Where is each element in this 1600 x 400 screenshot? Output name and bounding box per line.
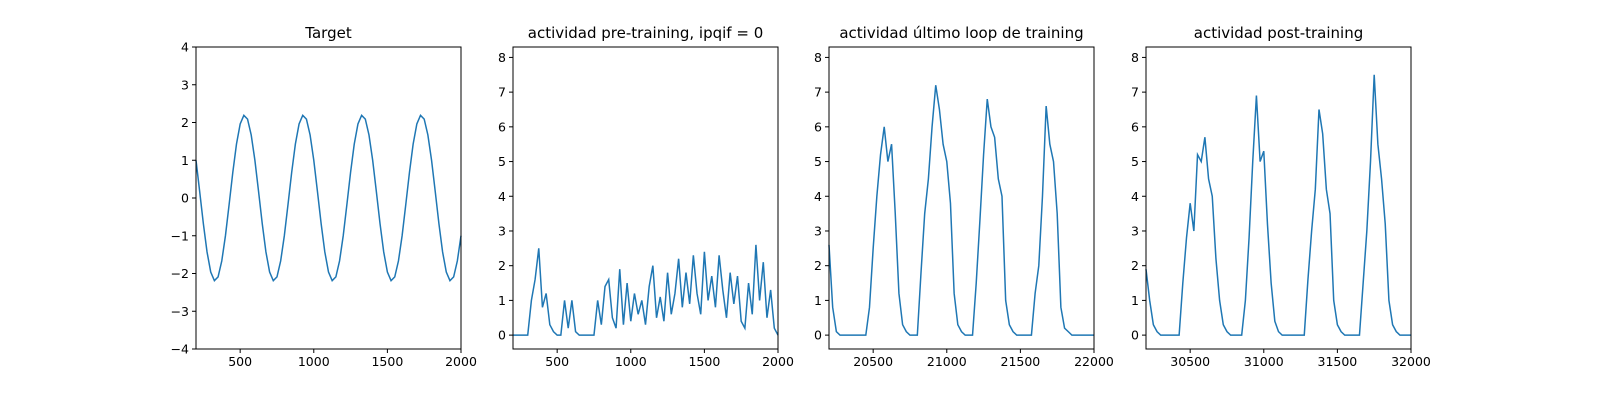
y-tick-label: −3: [171, 304, 189, 319]
y-tick-label: 0: [1131, 328, 1139, 343]
x-tick-label: 22000: [1074, 354, 1114, 369]
x-tick-label: 21500: [1001, 354, 1041, 369]
y-tick-label: 4: [181, 40, 189, 55]
y-tick-label: 6: [498, 119, 506, 134]
y-tick-label: 5: [814, 154, 822, 169]
y-tick-label: 1: [1131, 293, 1139, 308]
subplot-title: actividad pre-training, ipqif = 0: [528, 24, 764, 42]
y-tick-label: 3: [498, 223, 506, 238]
x-tick-label: 1000: [615, 354, 647, 369]
y-tick-label: 5: [1131, 154, 1139, 169]
y-tick-label: 1: [498, 293, 506, 308]
y-tick-label: 7: [498, 85, 506, 100]
y-tick-label: 4: [1131, 189, 1139, 204]
y-tick-label: 0: [814, 328, 822, 343]
x-tick-label: 32000: [1391, 354, 1431, 369]
axes-frame: [512, 46, 779, 350]
data-line: [195, 113, 462, 283]
x-tick-label: 31500: [1318, 354, 1358, 369]
subplot-title: Target: [304, 24, 352, 42]
y-tick-label: 4: [814, 189, 822, 204]
x-tick-label: 21000: [927, 354, 967, 369]
y-tick-label: 6: [1131, 119, 1139, 134]
data-line: [513, 244, 779, 336]
y-tick-label: 2: [498, 258, 506, 273]
y-tick-label: 8: [1131, 50, 1139, 65]
axes-frame: [828, 46, 1095, 350]
x-tick-label: 31000: [1244, 354, 1284, 369]
y-tick-label: 4: [498, 189, 506, 204]
y-tick-label: 6: [814, 119, 822, 134]
y-tick-label: 5: [498, 154, 506, 169]
data-line: [828, 85, 1094, 336]
y-tick-label: 1: [814, 293, 822, 308]
subplot-title: actividad post-training: [1194, 24, 1363, 42]
y-tick-label: −1: [171, 228, 189, 243]
y-tick-label: 7: [814, 85, 822, 100]
data-line: [1145, 74, 1411, 336]
x-tick-label: 1500: [688, 354, 720, 369]
x-tick-label: 30500: [1170, 354, 1210, 369]
y-tick-label: 2: [1131, 258, 1139, 273]
y-tick-label: 3: [814, 223, 822, 238]
y-tick-label: 0: [498, 328, 506, 343]
x-tick-label: 20500: [853, 354, 893, 369]
y-tick-label: 3: [181, 77, 189, 92]
y-tick-label: 2: [181, 115, 189, 130]
y-tick-label: 0: [181, 191, 189, 206]
y-tick-label: 8: [814, 50, 822, 65]
x-tick-label: 1000: [298, 354, 330, 369]
y-tick-label: 3: [1131, 223, 1139, 238]
y-tick-label: −2: [171, 266, 189, 281]
y-tick-label: 1: [181, 153, 189, 168]
axes-frame: [195, 46, 462, 350]
y-tick-label: 7: [1131, 85, 1139, 100]
x-tick-label: 2000: [762, 354, 794, 369]
x-tick-label: 1500: [371, 354, 403, 369]
y-tick-label: 2: [814, 258, 822, 273]
axes-frame: [1145, 46, 1412, 350]
subplot-title: actividad último loop de training: [839, 24, 1083, 42]
x-tick-label: 500: [545, 354, 569, 369]
y-tick-label: −4: [171, 342, 189, 357]
x-tick-label: 500: [228, 354, 252, 369]
y-tick-label: 8: [498, 50, 506, 65]
x-tick-label: 2000: [445, 354, 477, 369]
